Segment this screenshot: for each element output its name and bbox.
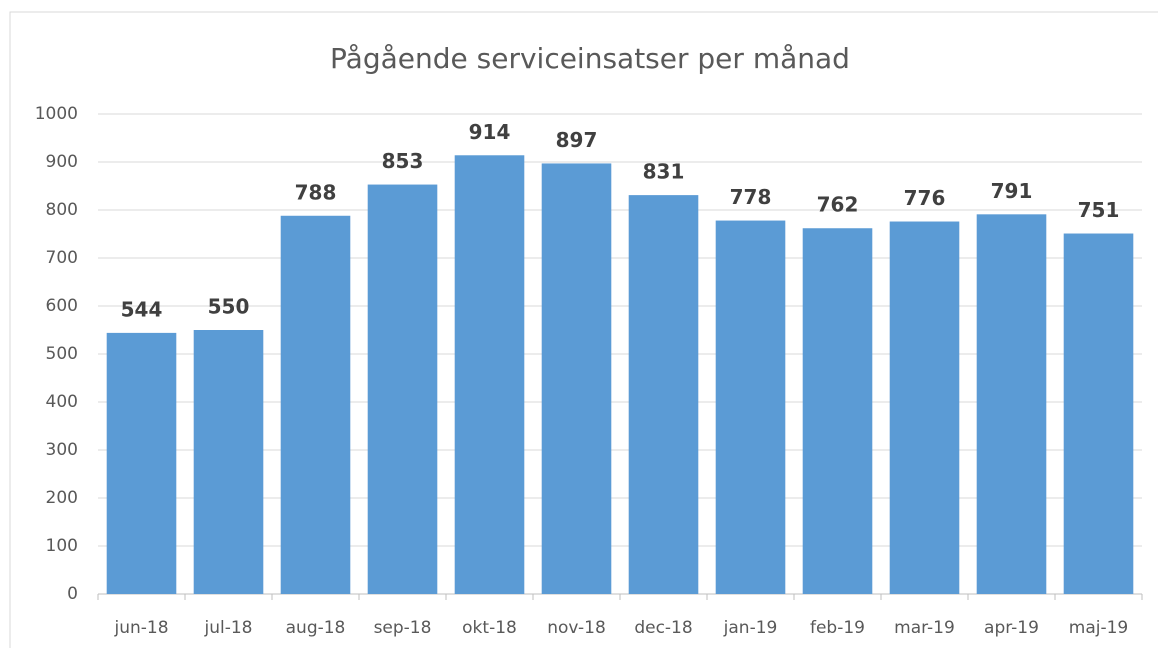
x-tick-label: apr-19 (984, 618, 1039, 638)
bar (541, 163, 612, 594)
value-label: 831 (643, 160, 685, 184)
x-tick-label: mar-19 (894, 618, 955, 638)
y-tick-label: 100 (46, 536, 78, 556)
y-tick-label: 0 (67, 584, 78, 604)
bar (454, 155, 525, 594)
x-tick-label: aug-18 (286, 618, 346, 638)
bar (1063, 233, 1134, 594)
x-tick-label: jul-18 (204, 618, 253, 638)
x-tick-label: sep-18 (374, 618, 432, 638)
y-tick-label: 600 (46, 296, 78, 316)
y-tick-label: 1000 (35, 104, 78, 124)
bar (628, 195, 699, 594)
bar (106, 332, 177, 594)
bar (889, 221, 960, 594)
y-tick-label: 500 (46, 344, 78, 364)
bar (715, 220, 786, 594)
value-label: 853 (382, 149, 424, 173)
value-label: 778 (730, 185, 772, 209)
value-label: 914 (469, 120, 511, 144)
x-tick-label: okt-18 (462, 618, 517, 638)
value-label: 791 (991, 179, 1033, 203)
y-tick-label: 700 (46, 248, 78, 268)
x-tick-label: maj-19 (1069, 618, 1128, 638)
x-tick-label: jun-18 (113, 618, 168, 638)
x-tick-label: jan-19 (723, 618, 778, 638)
value-label: 751 (1078, 198, 1120, 222)
y-tick-label: 400 (46, 392, 78, 412)
bar (976, 214, 1047, 594)
y-tick-label: 800 (46, 200, 78, 220)
x-tick-label: dec-18 (634, 618, 692, 638)
bar (193, 330, 264, 594)
value-label: 776 (904, 186, 946, 210)
value-label: 544 (121, 297, 163, 321)
x-tick-label: feb-19 (810, 618, 865, 638)
value-label: 897 (556, 128, 598, 152)
y-tick-label: 900 (46, 152, 78, 172)
y-tick-label: 200 (46, 488, 78, 508)
value-label: 788 (295, 180, 337, 204)
value-label: 550 (208, 295, 250, 319)
x-tick-label: nov-18 (547, 618, 606, 638)
chart-title: Pågående serviceinsatser per månad (330, 42, 850, 75)
bar (802, 228, 873, 595)
y-tick-label: 300 (46, 440, 78, 460)
value-label: 762 (817, 193, 859, 217)
bar (280, 215, 351, 594)
bar (367, 184, 438, 594)
